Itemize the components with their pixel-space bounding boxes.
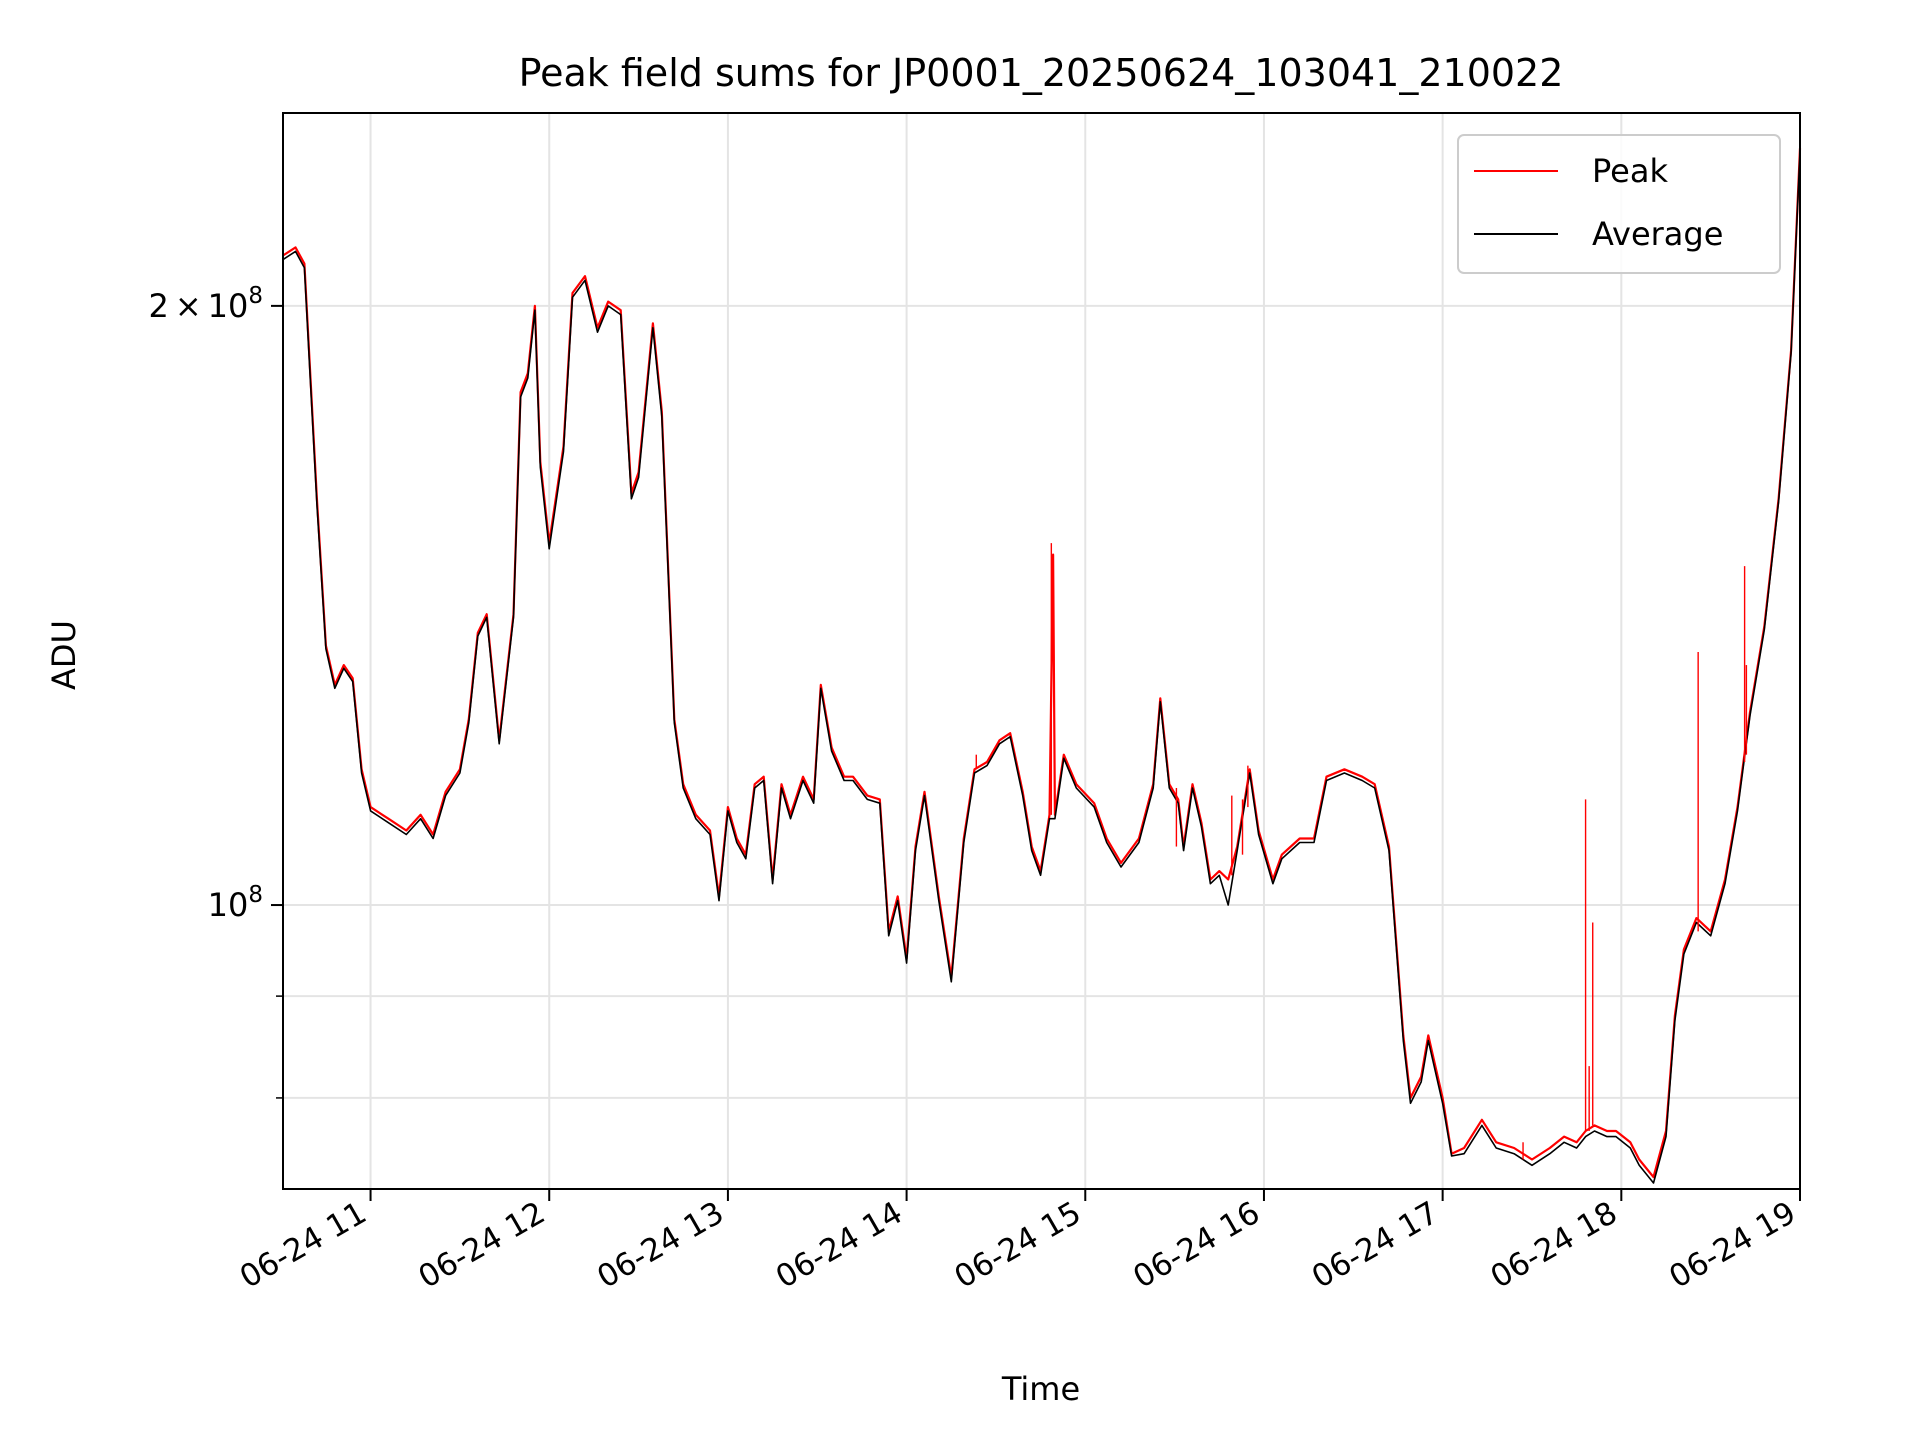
y-tick-label: 108 xyxy=(208,882,263,924)
x-axis-label: Time xyxy=(1001,1370,1080,1408)
legend-label-peak: Peak xyxy=(1592,152,1668,190)
legend: Peak Average xyxy=(1457,134,1781,274)
series-line-average xyxy=(282,151,1801,1184)
plot-frame xyxy=(282,112,1801,1190)
y-axis: 108 2 × 108 xyxy=(148,283,283,1099)
legend-box xyxy=(1457,134,1781,274)
legend-label-average: Average xyxy=(1592,215,1723,253)
y-tick-label: 2 × 108 xyxy=(148,283,263,325)
plot-area xyxy=(282,148,1802,1184)
chart-title: Peak field sums for JP0001_20250624_1030… xyxy=(519,51,1564,95)
y-axis-label: ADU xyxy=(45,620,83,690)
